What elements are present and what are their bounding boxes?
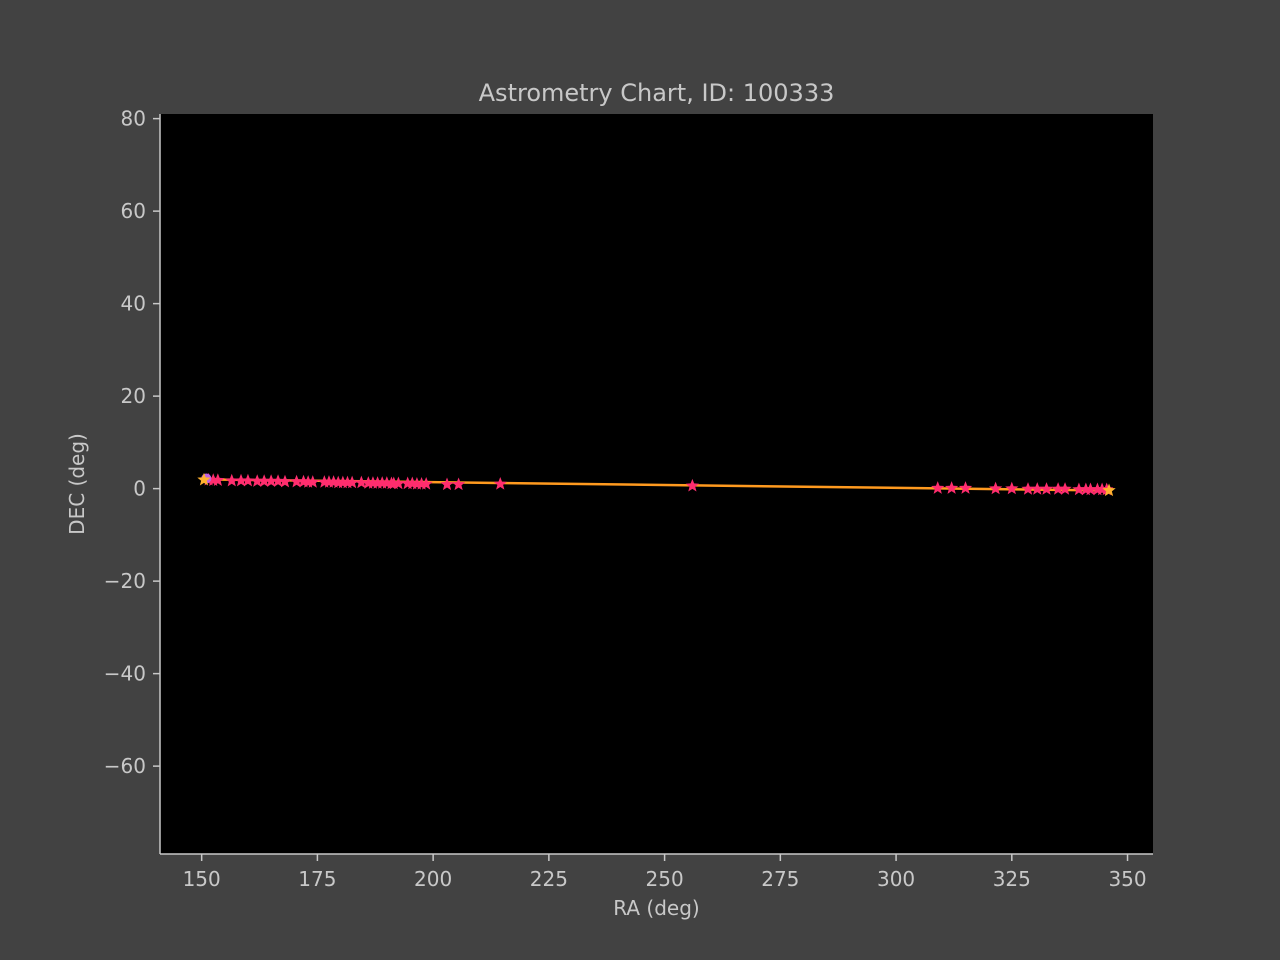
star-point: [234, 473, 248, 487]
star-point: [958, 481, 973, 494]
star-point: [264, 474, 278, 487]
star-point: [289, 474, 304, 488]
star-point: [211, 473, 225, 486]
y-tick-label: 80: [121, 107, 146, 131]
x-tick-label: 300: [877, 867, 915, 891]
star-point: [391, 476, 406, 490]
star-point: [1021, 482, 1035, 495]
star-point: [1051, 482, 1065, 495]
star-point: [197, 472, 211, 486]
axes-layer: 150 175 200 225 250 275 300 325 350806040200−20−…: [104, 107, 1153, 891]
y-tick-label: −20: [104, 569, 146, 593]
star-point: [354, 475, 369, 489]
star-point: [931, 481, 945, 494]
x-tick-label: 250: [646, 867, 684, 891]
star-point: [1072, 482, 1086, 496]
star-point: [278, 474, 292, 488]
star-point: [257, 474, 271, 487]
star-point: [493, 477, 507, 490]
star-point: [225, 473, 239, 487]
star-point: [944, 481, 959, 494]
star-point: [440, 477, 454, 491]
y-tick-label: 0: [133, 477, 146, 501]
star-point: [1102, 483, 1116, 497]
star-point: [1039, 482, 1054, 495]
x-tick-label: 225: [530, 867, 568, 891]
x-tick-label: 275: [761, 867, 799, 891]
star-point: [988, 481, 1003, 495]
series-layer: [197, 472, 1116, 497]
star-point: [1083, 482, 1098, 496]
star-point: [685, 478, 700, 492]
x-tick-label: 325: [993, 867, 1031, 891]
star-point: [419, 477, 433, 490]
x-tick-label: 175: [298, 867, 336, 891]
star-point: [241, 473, 255, 487]
y-tick-label: 20: [121, 384, 146, 408]
star-point: [451, 477, 466, 491]
star-point: [1030, 482, 1044, 495]
star-point: [306, 475, 320, 488]
star-point: [345, 475, 359, 489]
y-tick-label: 40: [121, 292, 146, 316]
star-point: [250, 474, 264, 487]
x-axis-title: RA (deg): [613, 896, 699, 920]
x-tick-label: 200: [414, 867, 452, 891]
y-tick-label: 60: [121, 199, 146, 223]
star-point: [271, 474, 285, 487]
chart-title: Astrometry Chart, ID: 100333: [479, 79, 835, 107]
y-axis-title: DEC (deg): [65, 433, 89, 535]
y-tick-label: −40: [104, 662, 146, 686]
star-point: [1058, 482, 1072, 495]
x-tick-label: 350: [1108, 867, 1146, 891]
y-tick-label: −60: [104, 754, 146, 778]
x-tick-label: 150: [183, 867, 221, 891]
star-point: [1005, 481, 1019, 495]
